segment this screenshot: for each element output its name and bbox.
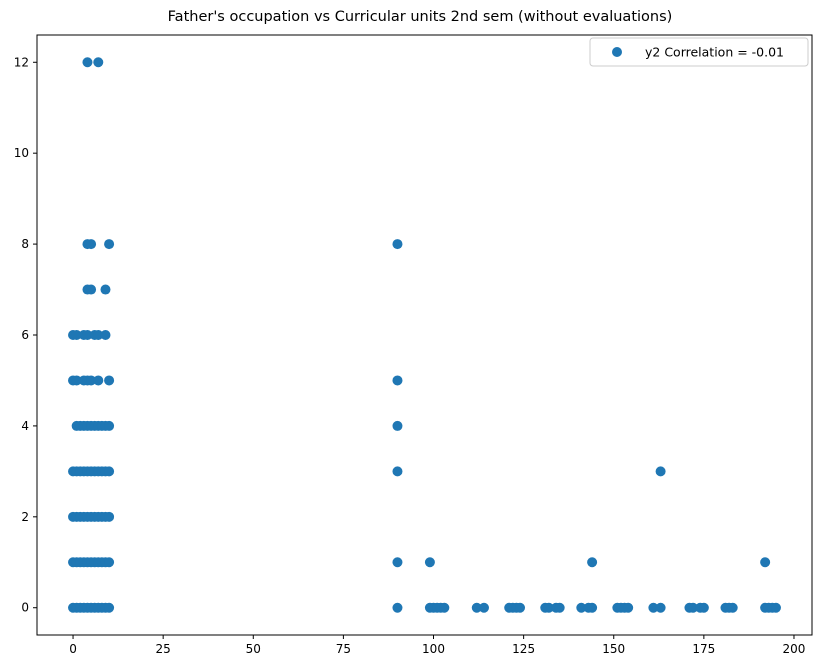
- data-point: [760, 557, 771, 568]
- data-point: [93, 375, 104, 386]
- x-tick-label: 25: [156, 642, 171, 656]
- data-point: [93, 57, 104, 68]
- data-point: [698, 602, 709, 613]
- data-point: [104, 602, 115, 613]
- data-point: [104, 420, 115, 431]
- data-point: [392, 420, 403, 431]
- x-axis: 0 25 50 75 100 125 150 175 200: [69, 635, 805, 656]
- data-point: [655, 602, 666, 613]
- data-point: [554, 602, 565, 613]
- data-point: [104, 239, 115, 250]
- legend-marker: [612, 47, 622, 57]
- data-point: [93, 330, 104, 340]
- x-tick-label: 50: [246, 642, 261, 656]
- x-tick-label: 125: [512, 642, 535, 656]
- data-point: [424, 557, 435, 568]
- data-point: [587, 602, 598, 613]
- data-point: [86, 239, 97, 250]
- y-tick-label: 12: [14, 55, 29, 69]
- data-point: [623, 602, 634, 613]
- data-point: [727, 602, 738, 613]
- legend-label: y2 Correlation = -0.01: [645, 45, 784, 60]
- data-point: [392, 375, 403, 386]
- data-point: [648, 602, 659, 613]
- data-point: [104, 557, 115, 568]
- data-point: [71, 330, 82, 340]
- data-point: [82, 57, 93, 68]
- x-tick-label: 150: [602, 642, 625, 656]
- data-point: [82, 330, 93, 340]
- x-tick-label: 100: [422, 642, 445, 656]
- data-point: [392, 466, 403, 477]
- y-tick-label: 4: [21, 419, 29, 433]
- data-point: [688, 602, 699, 613]
- plot-area-frame: [36, 34, 813, 636]
- data-point: [471, 602, 482, 613]
- data-point: [104, 375, 115, 386]
- data-point: [71, 375, 82, 386]
- y-tick-label: 2: [21, 510, 29, 524]
- data-point: [587, 557, 598, 568]
- data-point: [478, 602, 489, 613]
- data-point: [104, 466, 115, 477]
- data-point: [655, 466, 666, 477]
- legend-box: [589, 37, 809, 67]
- x-tick-label: 175: [692, 642, 715, 656]
- y-tick-label: 10: [14, 146, 29, 160]
- x-tick-label: 200: [783, 642, 806, 656]
- data-point: [576, 602, 587, 613]
- legend: y2 Correlation = -0.01: [589, 37, 809, 67]
- data-point: [392, 602, 403, 613]
- y-tick-label: 8: [21, 237, 29, 251]
- data-point: [392, 239, 403, 250]
- data-point: [100, 284, 111, 295]
- data-point: [100, 330, 111, 340]
- x-tick-label: 75: [336, 642, 351, 656]
- x-tick-label: 0: [69, 642, 77, 656]
- y-tick-label: 0: [21, 601, 29, 615]
- data-point: [515, 602, 526, 613]
- y-axis: 0 2 4 6 8 10 12: [14, 55, 37, 615]
- data-point: [104, 511, 115, 522]
- y-tick-label: 6: [21, 328, 29, 342]
- data-point: [392, 557, 403, 568]
- data-point: [770, 602, 781, 613]
- data-point: [86, 284, 97, 295]
- data-point: [439, 602, 450, 613]
- data-point: [543, 602, 554, 613]
- chart-title: Father's occupation vs Curricular units …: [168, 9, 673, 25]
- data-point: [86, 375, 97, 386]
- data-points: [68, 57, 781, 613]
